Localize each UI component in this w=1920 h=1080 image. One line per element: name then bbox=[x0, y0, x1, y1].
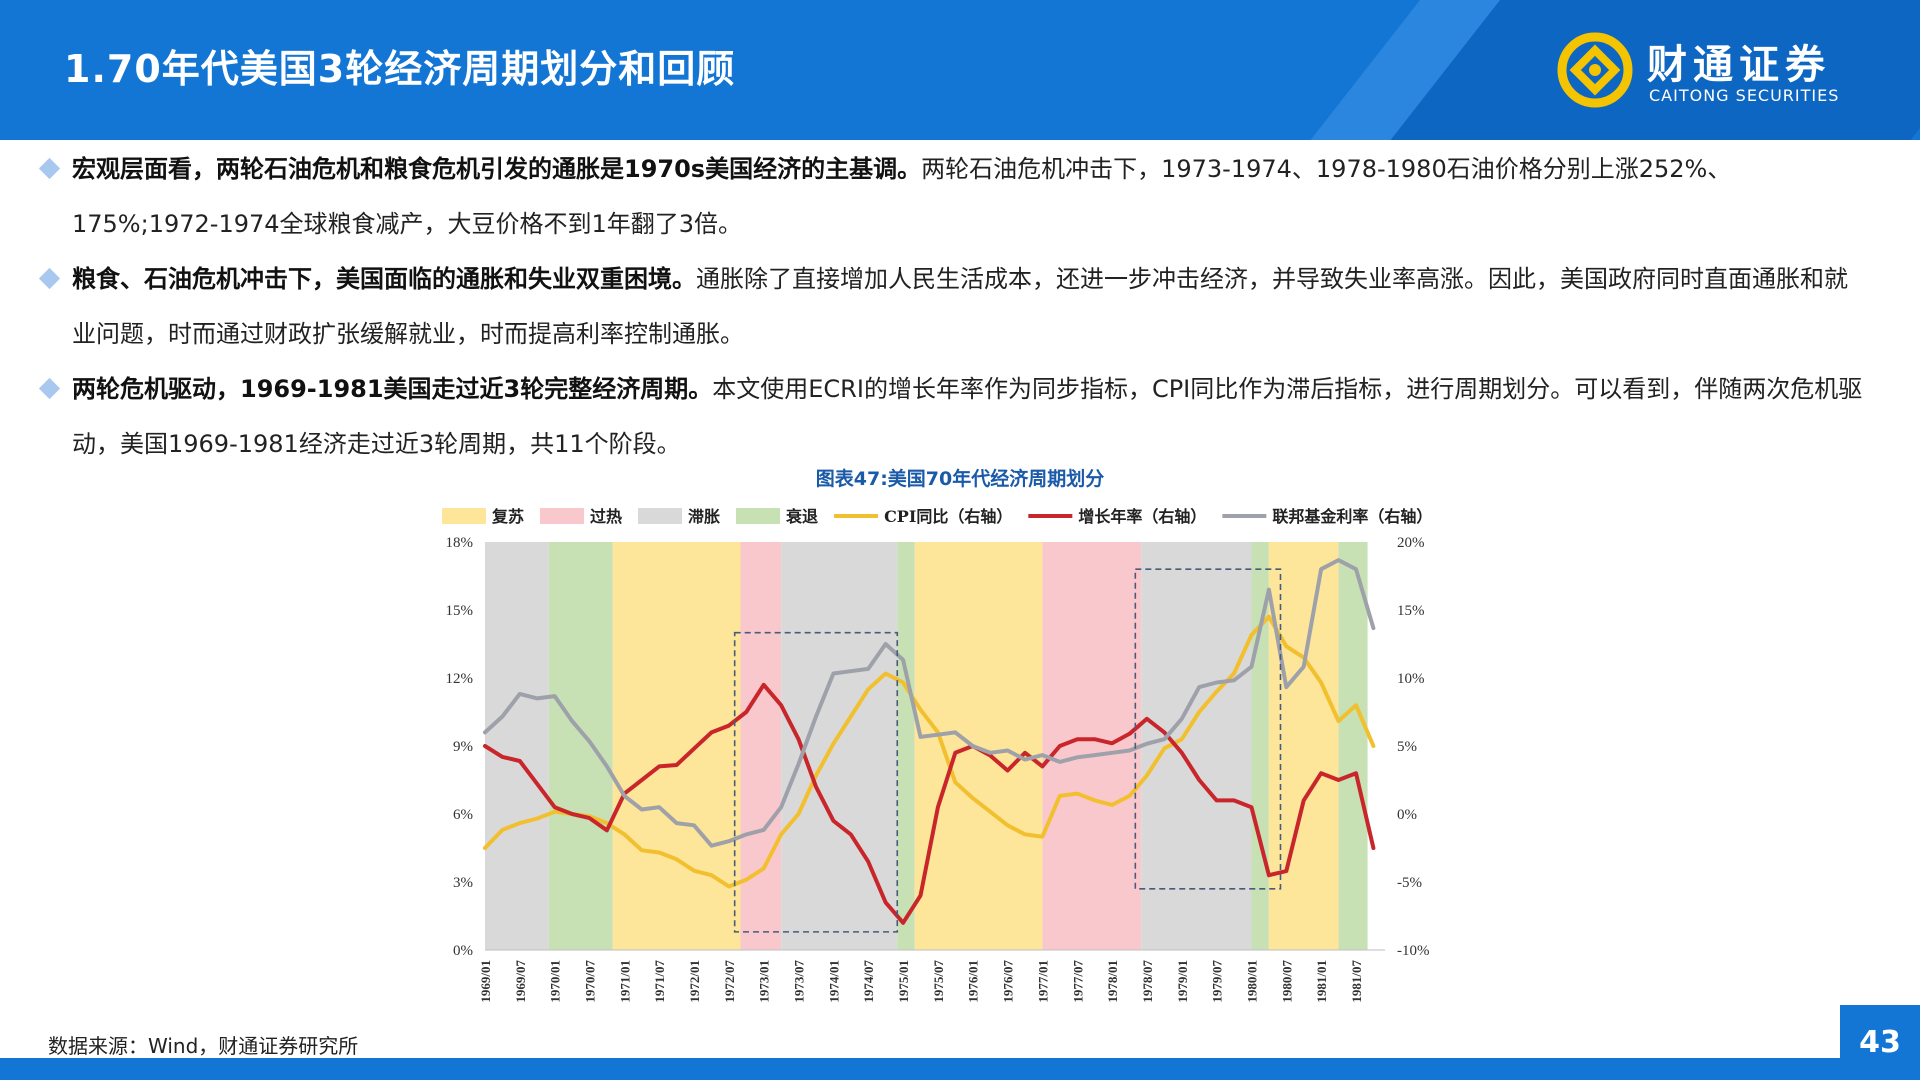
x-tick-label: 1981/01 bbox=[1314, 960, 1329, 1003]
bullet-item: 两轮危机驱动，1969-1981美国走过近3轮完整经济周期。本文使用ECRI的增… bbox=[38, 362, 1870, 472]
y-right-tick-label: 15% bbox=[1397, 603, 1425, 619]
highlight-box bbox=[733, 631, 899, 933]
diamond-bullet-icon bbox=[38, 377, 61, 400]
phase-band bbox=[1338, 542, 1368, 950]
x-tick-label: 1981/07 bbox=[1349, 960, 1364, 1003]
phase-band bbox=[897, 542, 915, 950]
legend-label: 衰退 bbox=[785, 507, 818, 526]
legend-label: 增长年率（右轴） bbox=[1078, 507, 1206, 526]
x-tick-label: 1972/01 bbox=[687, 960, 702, 1003]
y-left-tick-label: 3% bbox=[453, 875, 473, 891]
y-left-tick-label: 6% bbox=[453, 807, 473, 823]
company-logo: 财通证券 CAITONG SECURITIES bbox=[1555, 30, 1875, 110]
x-tick-label: 1974/07 bbox=[861, 960, 876, 1003]
x-tick-label: 1972/07 bbox=[722, 960, 737, 1003]
legend-swatch bbox=[540, 508, 585, 524]
bullet-body-text: 两轮石油危机冲击下，1973-1974、1978-1980石油价格分别上涨252… bbox=[72, 155, 1732, 238]
phase-band bbox=[740, 542, 782, 950]
diamond-bullet-icon bbox=[38, 157, 61, 180]
legend-label: 过热 bbox=[590, 507, 622, 526]
series-line bbox=[483, 682, 1376, 925]
phase-band bbox=[1141, 542, 1252, 950]
bullet-list: 宏观层面看，两轮石油危机和粮食危机引发的通胀是1970s美国经济的主基调。两轮石… bbox=[38, 142, 1870, 472]
x-tick-label: 1978/07 bbox=[1140, 960, 1155, 1003]
y-left-tick-label: 9% bbox=[453, 739, 473, 755]
y-left-tick-label: 15% bbox=[446, 603, 474, 619]
x-tick-label: 1973/01 bbox=[757, 960, 772, 1003]
bullet-body-text: 通胀除了直接增加人民生活成本，还进一步冲击经济，并导致失业率高涨。因此，美国政府… bbox=[72, 265, 1848, 348]
bullet-lead-text: 两轮危机驱动，1969-1981美国走过近3轮完整经济周期。 bbox=[72, 375, 713, 403]
x-tick-label: 1971/07 bbox=[652, 960, 667, 1003]
x-tick-label: 1979/07 bbox=[1210, 960, 1225, 1003]
x-tick-label: 1974/01 bbox=[826, 960, 841, 1003]
x-tick-label: 1977/07 bbox=[1070, 960, 1085, 1003]
y-right-tick-label: 20% bbox=[1397, 535, 1425, 551]
legend-swatch bbox=[638, 508, 683, 524]
legend-swatch bbox=[442, 508, 486, 524]
phase-band bbox=[485, 542, 549, 950]
bullet-lead-text: 粮食、石油危机冲击下，美国面临的通胀和失业双重困境。 bbox=[72, 265, 696, 293]
x-tick-label: 1980/07 bbox=[1279, 960, 1294, 1003]
y-left-tick-label: 18% bbox=[446, 535, 474, 551]
x-tick-label: 1978/01 bbox=[1105, 960, 1120, 1003]
logo-cn-text: 财通证券 bbox=[1647, 42, 1831, 88]
y-right-tick-label: 0% bbox=[1397, 807, 1417, 823]
source-note: 数据来源：Wind，财通证券研究所 bbox=[48, 1034, 359, 1058]
legend-label: CPI同比（右轴） bbox=[884, 507, 1012, 526]
x-tick-label: 1971/01 bbox=[617, 960, 632, 1003]
legend-label: 复苏 bbox=[491, 507, 524, 526]
x-tick-label: 1975/07 bbox=[931, 960, 946, 1003]
series-line bbox=[483, 558, 1376, 848]
footer-band bbox=[0, 1058, 1840, 1080]
business-cycle-chart: 0% 3% 6% 9% 12% 15% 18% -10% -5% 0% 5% 10% 15% 20% 196… bbox=[442, 507, 1432, 1003]
chart-title: 图表47:美国70年代经济周期划分 bbox=[815, 468, 1105, 490]
y-left-tick-label: 0% bbox=[453, 943, 473, 959]
x-tick-label: 1975/01 bbox=[896, 960, 911, 1003]
bullet-lead-text: 宏观层面看，两轮石油危机和粮食危机引发的通胀是1970s美国经济的主基调。 bbox=[72, 155, 922, 183]
highlight-box bbox=[1134, 568, 1282, 890]
x-tick-label: 1979/01 bbox=[1175, 960, 1190, 1003]
bullet-item: 粮食、石油危机冲击下，美国面临的通胀和失业双重困境。通胀除了直接增加人民生活成本… bbox=[38, 252, 1870, 362]
legend-swatch bbox=[736, 508, 781, 524]
bullet-item: 宏观层面看，两轮石油危机和粮食危机引发的通胀是1970s美国经济的主基调。两轮石… bbox=[38, 142, 1870, 252]
x-tick-label: 1970/07 bbox=[583, 960, 598, 1003]
y-right-tick-label: -5% bbox=[1397, 875, 1422, 891]
x-tick-label: 1969/01 bbox=[478, 960, 493, 1003]
x-tick-label: 1980/01 bbox=[1244, 960, 1259, 1003]
y-right-tick-label: -10% bbox=[1397, 943, 1430, 959]
diamond-bullet-icon bbox=[38, 267, 61, 290]
y-left-tick-label: 12% bbox=[446, 671, 474, 687]
x-tick-label: 1976/01 bbox=[966, 960, 981, 1003]
legend-label: 联邦基金利率（右轴） bbox=[1272, 507, 1432, 526]
page-number: 43 bbox=[1840, 1005, 1920, 1080]
legend-label: 滞胀 bbox=[688, 507, 720, 526]
y-right-tick-label: 5% bbox=[1397, 739, 1417, 755]
header-band: 1.70年代美国3轮经济周期划分和回顾 财通证券 CAITONG SECURIT… bbox=[0, 0, 1920, 140]
bullet-body-text: 本文使用ECRI的增长年率作为同步指标，CPI同比作为滞后指标，进行周期划分。可… bbox=[72, 375, 1863, 458]
x-tick-label: 1973/07 bbox=[792, 960, 807, 1003]
logo-mark-icon bbox=[1557, 32, 1633, 108]
phase-band bbox=[612, 542, 741, 950]
x-tick-label: 1970/01 bbox=[548, 960, 563, 1003]
logo-en-text: CAITONG SECURITIES bbox=[1649, 86, 1840, 105]
page-title: 1.70年代美国3轮经济周期划分和回顾 bbox=[64, 47, 736, 91]
y-right-tick-label: 10% bbox=[1397, 671, 1425, 687]
x-tick-label: 1976/07 bbox=[1001, 960, 1016, 1003]
phase-band bbox=[914, 542, 1043, 950]
x-tick-label: 1969/07 bbox=[513, 960, 528, 1003]
x-tick-label: 1977/01 bbox=[1035, 960, 1050, 1003]
phase-band bbox=[548, 542, 613, 950]
